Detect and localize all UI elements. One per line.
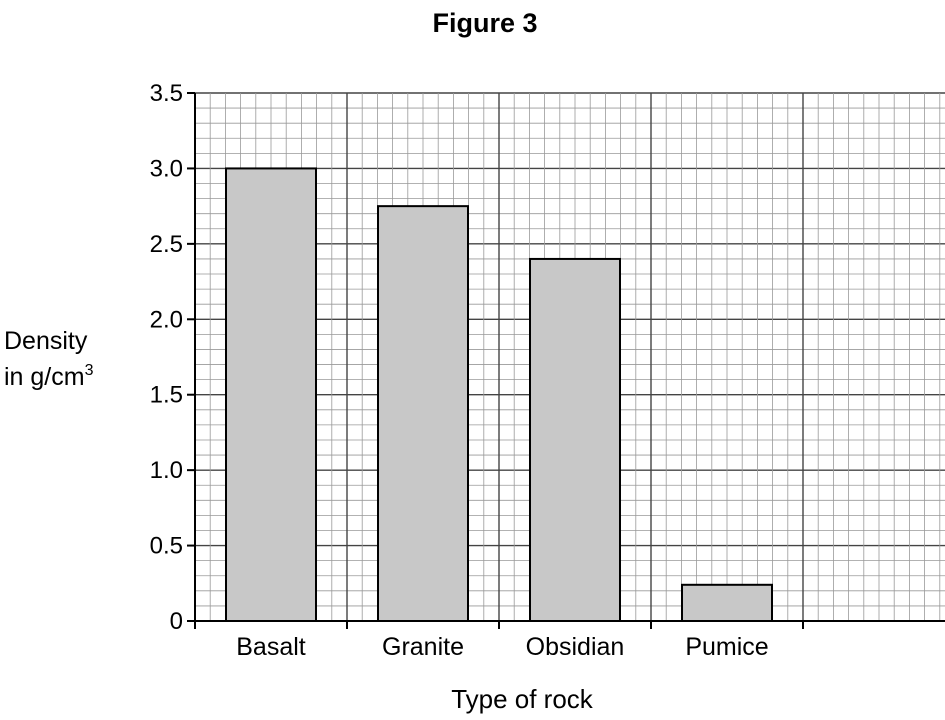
y-tick-label: 0 — [170, 608, 183, 635]
y-axis-label: Density in g/cm3 — [4, 326, 94, 392]
axes — [187, 92, 945, 629]
x-tick-label-obsidian: Obsidian — [526, 633, 625, 661]
labels: 0 0.5 1.0 1.5 2.0 2.5 3.0 3.5 Basalt Granite Obsid… — [150, 80, 769, 661]
y-axis-label-line1: Density — [4, 327, 88, 355]
x-tick-label-granite: Granite — [382, 633, 464, 661]
y-axis-label-line2: in g/cm — [4, 363, 85, 391]
bars — [225, 167, 773, 623]
y-tick-label: 1.0 — [150, 457, 183, 484]
y-tick-label: 3.0 — [150, 155, 183, 182]
x-tick-label-basalt: Basalt — [236, 633, 306, 661]
y-axis-label-superscript: 3 — [84, 362, 94, 379]
y-tick-label: 3.5 — [150, 80, 183, 107]
y-tick-label: 2.5 — [150, 231, 183, 258]
bar-obsidian — [529, 257, 621, 622]
y-tick-label: 2.0 — [150, 306, 183, 333]
bar-basalt — [225, 167, 317, 623]
y-tick-label: 1.5 — [150, 382, 183, 409]
bar-pumice — [681, 583, 773, 623]
y-tick-label: 0.5 — [150, 533, 183, 560]
x-tick-label-pumice: Pumice — [685, 633, 768, 661]
chart-title: Figure 3 — [432, 8, 538, 38]
bar-granite — [377, 205, 469, 622]
x-axis-label: Type of rock — [451, 684, 593, 714]
